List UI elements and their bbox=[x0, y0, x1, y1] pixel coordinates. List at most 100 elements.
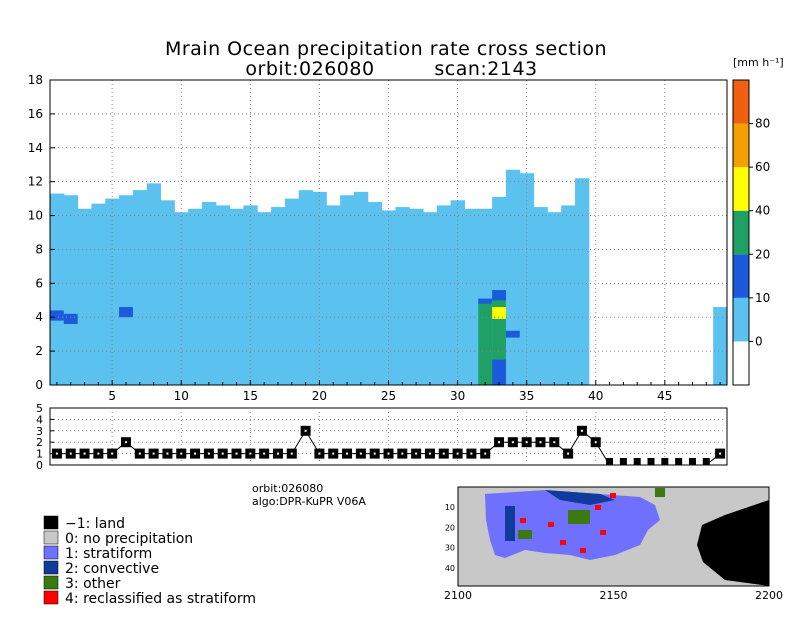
map-y-tick-label: 30 bbox=[445, 544, 455, 553]
rain-type-marker bbox=[702, 458, 710, 465]
rain-type-marker bbox=[619, 458, 627, 465]
rain-type-marker-dot bbox=[456, 452, 459, 455]
rain-type-marker-dot bbox=[194, 452, 197, 455]
other-region bbox=[655, 488, 665, 497]
map-y-tick-label: 10 bbox=[445, 503, 455, 512]
colorbar-tick-label: 0 bbox=[755, 334, 763, 348]
x-tick-label: 45 bbox=[657, 389, 672, 403]
strip-y-tick-label: 5 bbox=[36, 402, 43, 415]
colorbar-band bbox=[733, 167, 749, 211]
rain-type-marker bbox=[688, 458, 696, 465]
map-ticks: 2100 2150 2200 10 20 30 40 bbox=[444, 503, 783, 602]
colorbar-tick-label: 80 bbox=[755, 117, 770, 131]
rain-column bbox=[713, 307, 728, 385]
moderate-rain-cell bbox=[63, 313, 78, 324]
convective-edge bbox=[505, 330, 520, 338]
convective-peak bbox=[492, 307, 506, 319]
colorbar-tick-label: 20 bbox=[755, 247, 770, 261]
rain-column bbox=[464, 208, 479, 385]
rain-column bbox=[201, 202, 217, 385]
rain-column bbox=[188, 208, 203, 385]
legend-label: 0: no precipitation bbox=[65, 531, 193, 547]
other-region bbox=[568, 510, 590, 524]
colorbar-labels: 0 10 20 40 60 80 bbox=[749, 117, 770, 348]
rain-column bbox=[63, 195, 79, 385]
rain-type-marker-dot bbox=[180, 452, 183, 455]
y-tick-label: 18 bbox=[28, 73, 43, 87]
rain-type-marker-dot bbox=[207, 452, 210, 455]
y-tick-label: 8 bbox=[35, 242, 43, 256]
rain-type-marker-dot bbox=[290, 452, 293, 455]
colorbar-band bbox=[733, 80, 749, 124]
rain-column bbox=[229, 208, 244, 385]
x-tick-label: 35 bbox=[519, 389, 534, 403]
convective-core-top bbox=[492, 290, 506, 301]
convective-column bbox=[478, 301, 493, 385]
y-tick-label: 10 bbox=[28, 209, 43, 223]
convective-low-core bbox=[492, 359, 506, 385]
map-shapes bbox=[485, 488, 769, 586]
colorbar-tick-label: 10 bbox=[755, 291, 770, 305]
rain-type-marker bbox=[606, 458, 614, 465]
rain-column bbox=[298, 190, 314, 385]
colorbar-band bbox=[733, 254, 749, 298]
rain-type-marker-dot bbox=[55, 452, 58, 455]
convective-core-top bbox=[478, 298, 493, 304]
reclassified-region bbox=[595, 505, 601, 510]
reclassified-region bbox=[560, 540, 566, 545]
info-orbit: orbit:026080 bbox=[252, 482, 323, 495]
rain-type-marker-dot bbox=[166, 452, 169, 455]
colorbar-bands bbox=[733, 80, 749, 385]
y-tick-label: 6 bbox=[35, 276, 43, 290]
legend-swatch bbox=[43, 560, 59, 575]
rain-type-marker-dot bbox=[83, 452, 86, 455]
rain-type-marker-dot bbox=[332, 452, 335, 455]
rain-type-marker-dot bbox=[138, 452, 141, 455]
rain-type-marker-dot bbox=[594, 441, 597, 444]
x-tick-label: 20 bbox=[312, 389, 327, 403]
rain-type-marker-dot bbox=[318, 452, 321, 455]
rain-type-marker-dot bbox=[553, 441, 556, 444]
colorbar-band bbox=[733, 297, 749, 342]
colorbar-band bbox=[733, 210, 749, 255]
reclassified-region bbox=[610, 493, 616, 498]
rain-column bbox=[91, 203, 106, 385]
rain-column bbox=[395, 207, 410, 385]
rain-column bbox=[326, 205, 341, 385]
rain-column bbox=[77, 208, 92, 385]
plot-ticks: 0 2 4 6 8 10 12 14 16 18 5 10 15 20 25 30 35 40 45 bbox=[28, 73, 721, 403]
rain-column bbox=[105, 198, 120, 385]
rain-column bbox=[132, 190, 148, 385]
rain-column bbox=[519, 173, 535, 385]
rain-column bbox=[215, 205, 231, 385]
colorbar-tick-label: 60 bbox=[755, 160, 770, 174]
info-algo: algo:DPR-KuPR V06A bbox=[252, 495, 366, 508]
convective-region bbox=[505, 506, 515, 541]
rain-type-marker-dot bbox=[580, 429, 583, 432]
y-tick-label: 16 bbox=[28, 107, 43, 121]
rain-type-marker-dot bbox=[152, 452, 155, 455]
map-inset: 2100 2150 2200 10 20 30 40 bbox=[444, 486, 783, 602]
rain-cells bbox=[50, 169, 728, 385]
other-region bbox=[518, 530, 532, 539]
colorbar-band bbox=[733, 341, 749, 385]
rain-column bbox=[340, 195, 355, 385]
legend-swatch bbox=[43, 575, 59, 590]
rain-type-marker-dot bbox=[442, 452, 445, 455]
map-x-tick-label: 2150 bbox=[600, 589, 628, 602]
rain-type-marker-dot bbox=[111, 452, 114, 455]
colorbar-frame bbox=[732, 79, 750, 386]
legend-swatch bbox=[43, 530, 59, 545]
plot-grid bbox=[50, 80, 727, 385]
strip-y-tick-label: 2 bbox=[36, 436, 43, 449]
map-y-tick-label: 20 bbox=[445, 523, 455, 532]
rain-column bbox=[119, 195, 134, 385]
orbit-title: orbit:026080 bbox=[245, 58, 374, 80]
strip-y-tick-label: 0 bbox=[36, 459, 43, 472]
rain-type-marker-dot bbox=[428, 452, 431, 455]
strip-y-tick-label: 3 bbox=[36, 425, 43, 438]
